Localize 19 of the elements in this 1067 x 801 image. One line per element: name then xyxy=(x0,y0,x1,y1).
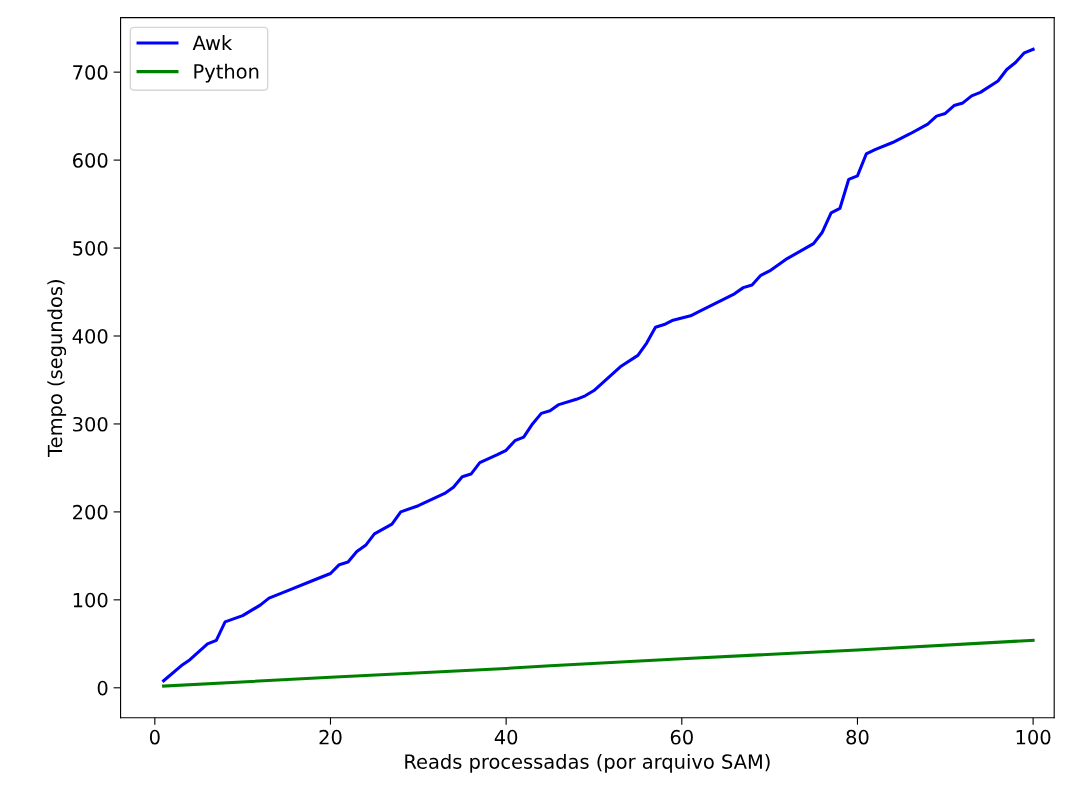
y-axis-title: Tempo (segundos) xyxy=(47,280,67,457)
y-tick-label: 600 xyxy=(73,153,108,168)
y-tick-label: 400 xyxy=(72,328,108,344)
line-series xyxy=(162,638,1035,688)
x-tick-label: 100 xyxy=(1016,729,1051,745)
y-tick-label: 700 xyxy=(73,65,108,80)
x-tick-label: 40 xyxy=(494,729,518,745)
legend-label: Python xyxy=(194,63,259,83)
x-axis-title: Reads processadas (por arquivo SAM) xyxy=(405,753,770,773)
legend-label: Awk xyxy=(192,35,233,50)
y-tick-label: 100 xyxy=(73,592,108,608)
y-tick-label: 200 xyxy=(73,504,108,520)
x-tick-label: 60 xyxy=(670,729,693,745)
x-tick-label: 80 xyxy=(846,729,869,745)
x-tick-label: 0 xyxy=(149,729,160,745)
y-tick-label: 0 xyxy=(97,680,108,696)
y-tick-label: 300 xyxy=(73,416,108,432)
x-tick-label: 20 xyxy=(319,729,342,745)
y-tick-label: 500 xyxy=(73,241,108,256)
